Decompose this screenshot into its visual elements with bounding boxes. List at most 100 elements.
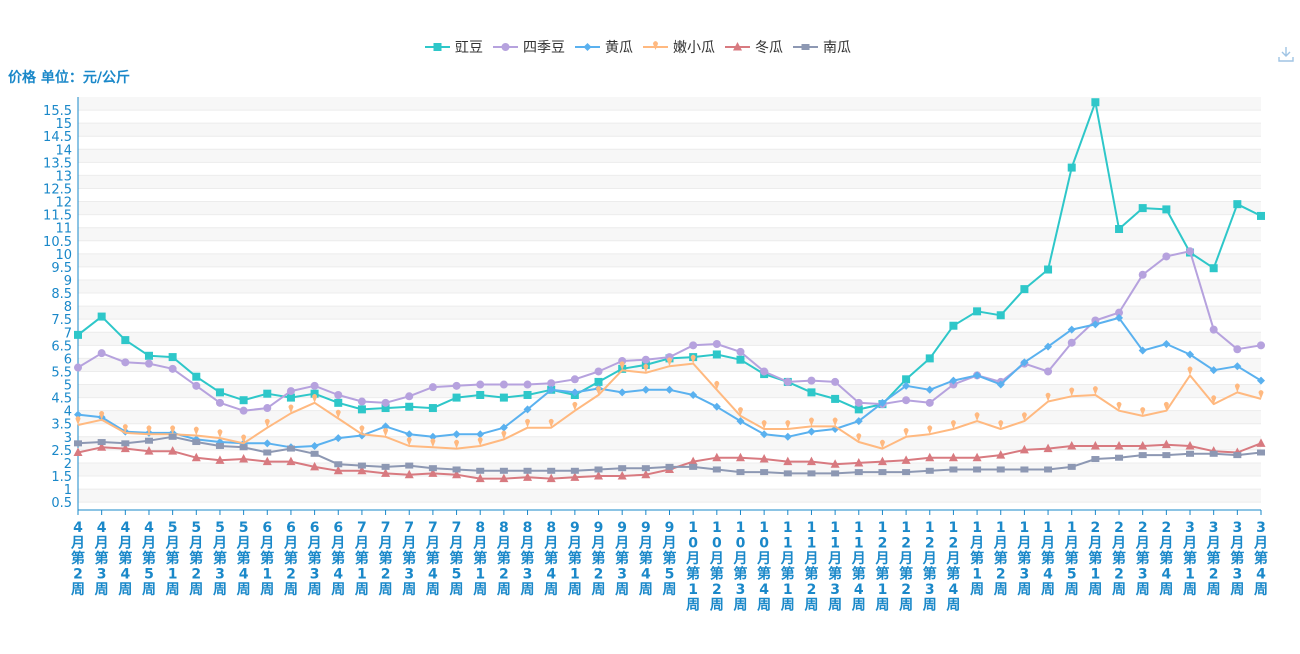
data-point[interactable] bbox=[831, 377, 840, 386]
data-point[interactable] bbox=[476, 467, 485, 474]
data-point[interactable] bbox=[738, 407, 743, 416]
data-point[interactable] bbox=[1138, 346, 1147, 355]
data-point[interactable] bbox=[1163, 401, 1169, 411]
data-point[interactable] bbox=[97, 439, 106, 446]
data-point[interactable] bbox=[1138, 440, 1148, 450]
data-point[interactable] bbox=[1257, 449, 1265, 456]
data-point[interactable] bbox=[499, 423, 508, 432]
data-point[interactable] bbox=[312, 394, 318, 403]
data-point[interactable] bbox=[878, 398, 887, 407]
data-point[interactable] bbox=[264, 418, 270, 428]
data-point[interactable] bbox=[1069, 387, 1075, 397]
data-point[interactable] bbox=[1140, 407, 1146, 416]
data-point[interactable] bbox=[996, 450, 1006, 459]
data-point[interactable] bbox=[830, 459, 840, 468]
data-point[interactable] bbox=[73, 447, 83, 456]
data-point[interactable] bbox=[903, 428, 909, 437]
data-point[interactable] bbox=[690, 354, 696, 364]
data-point[interactable] bbox=[712, 466, 721, 473]
data-point[interactable] bbox=[1115, 308, 1124, 317]
data-point[interactable] bbox=[760, 367, 769, 376]
data-point[interactable] bbox=[357, 397, 366, 406]
data-point[interactable] bbox=[286, 445, 295, 452]
data-point[interactable] bbox=[925, 398, 934, 407]
data-point[interactable] bbox=[1044, 466, 1053, 473]
data-point[interactable] bbox=[335, 409, 341, 419]
data-point[interactable] bbox=[405, 462, 414, 469]
data-point[interactable] bbox=[121, 440, 130, 447]
data-point[interactable] bbox=[146, 425, 152, 435]
data-point[interactable] bbox=[452, 381, 461, 390]
data-point[interactable] bbox=[617, 471, 627, 480]
data-point[interactable] bbox=[1067, 338, 1076, 347]
data-point[interactable] bbox=[1162, 252, 1171, 261]
data-point[interactable] bbox=[74, 440, 82, 447]
data-point[interactable] bbox=[949, 466, 958, 473]
data-point[interactable] bbox=[168, 446, 178, 455]
data-point[interactable] bbox=[192, 372, 201, 381]
data-point[interactable] bbox=[831, 394, 840, 403]
data-point[interactable] bbox=[1187, 366, 1193, 376]
data-point[interactable] bbox=[689, 463, 698, 470]
data-point[interactable] bbox=[241, 434, 247, 444]
data-point[interactable] bbox=[499, 380, 508, 389]
legend-item[interactable]: 嫩小瓜 bbox=[643, 37, 715, 57]
data-point[interactable] bbox=[902, 375, 911, 384]
data-point[interactable] bbox=[499, 473, 509, 483]
data-point[interactable] bbox=[1091, 98, 1100, 107]
data-point[interactable] bbox=[809, 417, 814, 427]
data-point[interactable] bbox=[688, 456, 698, 466]
data-point[interactable] bbox=[310, 461, 320, 471]
data-point[interactable] bbox=[74, 410, 82, 419]
data-point[interactable] bbox=[807, 427, 816, 436]
data-point[interactable] bbox=[712, 340, 721, 349]
data-point[interactable] bbox=[1138, 204, 1147, 213]
data-point[interactable] bbox=[1234, 383, 1240, 393]
data-point[interactable] bbox=[215, 388, 224, 397]
legend-item[interactable]: 豇豆 bbox=[425, 37, 483, 57]
data-point[interactable] bbox=[1091, 456, 1100, 463]
data-point[interactable] bbox=[1256, 438, 1266, 447]
data-point[interactable] bbox=[1020, 466, 1029, 473]
data-point[interactable] bbox=[263, 439, 272, 448]
data-point[interactable] bbox=[570, 375, 579, 384]
data-point[interactable] bbox=[1209, 325, 1218, 334]
data-point[interactable] bbox=[996, 466, 1005, 473]
data-point[interactable] bbox=[523, 472, 533, 481]
data-point[interactable] bbox=[1020, 358, 1029, 367]
data-point[interactable] bbox=[925, 452, 935, 462]
data-point[interactable] bbox=[783, 470, 792, 477]
data-point[interactable] bbox=[736, 355, 745, 364]
data-point[interactable] bbox=[406, 437, 412, 446]
data-point[interactable] bbox=[854, 417, 863, 426]
data-point[interactable] bbox=[1209, 264, 1218, 273]
data-point[interactable] bbox=[1233, 452, 1242, 459]
data-point[interactable] bbox=[97, 349, 106, 358]
data-point[interactable] bbox=[785, 420, 791, 429]
data-point[interactable] bbox=[452, 393, 461, 402]
data-point[interactable] bbox=[1186, 450, 1195, 457]
data-point[interactable] bbox=[1067, 463, 1076, 470]
data-point[interactable] bbox=[878, 469, 887, 476]
data-point[interactable] bbox=[144, 359, 153, 368]
data-point[interactable] bbox=[383, 428, 388, 437]
data-point[interactable] bbox=[902, 469, 911, 476]
data-point[interactable] bbox=[1044, 342, 1053, 351]
data-point[interactable] bbox=[381, 422, 390, 431]
data-point[interactable] bbox=[1233, 345, 1242, 354]
data-point[interactable] bbox=[523, 405, 532, 414]
data-point[interactable] bbox=[594, 471, 604, 480]
data-point[interactable] bbox=[501, 430, 507, 440]
data-point[interactable] bbox=[949, 321, 958, 330]
data-point[interactable] bbox=[334, 390, 343, 399]
data-point[interactable] bbox=[97, 312, 106, 321]
data-point[interactable] bbox=[381, 398, 390, 407]
data-point[interactable] bbox=[689, 390, 698, 399]
data-point[interactable] bbox=[239, 454, 249, 463]
data-point[interactable] bbox=[334, 398, 343, 407]
data-point[interactable] bbox=[877, 456, 887, 466]
data-point[interactable] bbox=[1043, 443, 1053, 453]
data-point[interactable] bbox=[74, 363, 82, 372]
data-point[interactable] bbox=[288, 404, 294, 414]
data-point[interactable] bbox=[1044, 265, 1053, 274]
